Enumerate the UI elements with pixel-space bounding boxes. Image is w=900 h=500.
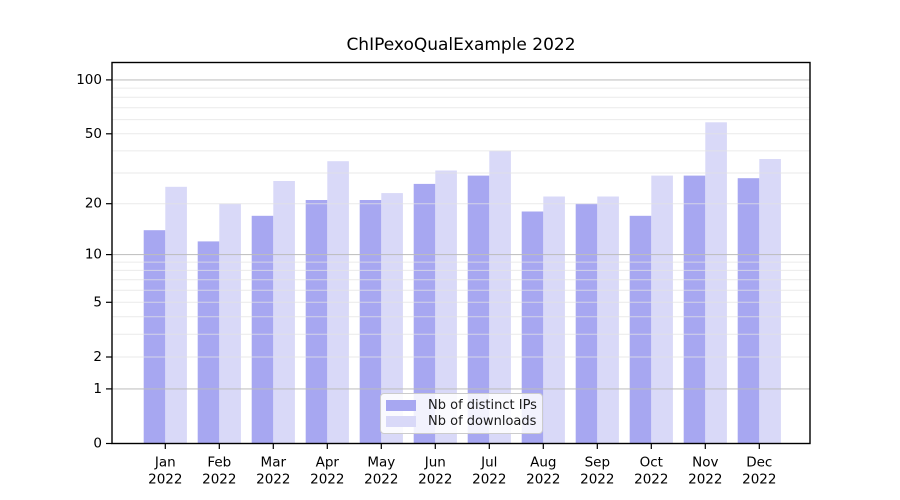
chart-title: ChIPexoQualExample 2022 [346,35,576,55]
x-tick-label-year-feb: 2022 [202,472,236,488]
bar-mar-downloads [273,181,295,444]
x-tick-label-year-jan: 2022 [148,472,182,488]
x-tick-label-year-sep: 2022 [580,472,614,488]
legend-item-downloads: Nb of downloads [386,414,536,429]
x-tick-label-month-sep: Sep [585,455,610,471]
bar-may-distinct-ips [359,200,382,444]
x-tick-label-month-feb: Feb [207,455,231,471]
x-tick-label-year-jun: 2022 [418,472,452,488]
y-tick-label-2: 2 [93,349,102,365]
x-tick-label-year-may: 2022 [364,472,398,488]
bar-dec-downloads [759,159,781,444]
x-tick-label-month-dec: Dec [746,455,772,471]
y-tick-label-0: 0 [93,436,102,452]
x-tick-label-month-jun: Jun [424,455,446,471]
x-tick-label-year-aug: 2022 [526,472,560,488]
y-tick-label-50: 50 [85,126,102,142]
x-tick-label-month-nov: Nov [692,455,718,471]
x-tick-label-year-jul: 2022 [472,472,506,488]
bar-jun-downloads [435,170,457,444]
bar-mar-distinct-ips [251,215,274,444]
bar-may-downloads [381,193,403,444]
x-tick-label-year-oct: 2022 [634,472,668,488]
legend-swatch-distinct-ips [386,400,416,411]
bar-nov-distinct-ips [683,175,706,444]
x-tick-label-year-apr: 2022 [310,472,344,488]
bar-aug-distinct-ips [521,211,544,444]
y-tick-label-1: 1 [93,381,102,397]
y-tick-label-5: 5 [93,294,102,310]
bar-nov-downloads [705,122,727,444]
bar-jul-downloads [489,150,511,444]
bar-oct-downloads [651,175,673,444]
x-tick-label-month-apr: Apr [316,455,340,471]
x-tick-label-month-jul: Jul [480,455,497,471]
x-tick-label-year-mar: 2022 [256,472,290,488]
x-tick-label-year-nov: 2022 [688,472,722,488]
bar-feb-downloads [219,203,241,444]
bar-sep-distinct-ips [575,203,598,444]
x-tick-label-month-oct: Oct [640,455,663,471]
plot-frame [111,61,811,445]
bar-jan-distinct-ips [143,230,166,444]
y-tick-label-20: 20 [85,196,102,212]
bar-jul-distinct-ips [467,175,490,444]
y-tick-label-10: 10 [85,247,102,263]
x-tick-label-month-may: May [367,455,395,471]
y-tick-label-100: 100 [76,72,102,88]
x-tick-label-month-aug: Aug [530,455,556,471]
bar-aug-downloads [543,196,565,444]
bar-dec-distinct-ips [737,178,760,444]
bar-jun-distinct-ips [413,183,436,444]
bar-oct-distinct-ips [629,215,652,444]
x-tick-label-month-jan: Jan [154,455,176,471]
bar-jan-downloads [165,186,187,444]
legend-swatch-downloads [386,416,416,427]
legend: Nb of distinct IPs Nb of downloads [380,393,543,434]
legend-label-downloads: Nb of downloads [428,414,537,429]
bar-feb-distinct-ips [197,241,220,444]
bar-apr-distinct-ips [305,200,328,444]
legend-item-distinct-ips: Nb of distinct IPs [386,398,537,413]
x-tick-label-month-mar: Mar [261,455,287,471]
legend-label-distinct-ips: Nb of distinct IPs [428,398,537,413]
x-tick-label-year-dec: 2022 [742,472,776,488]
bar-sep-downloads [597,196,619,444]
